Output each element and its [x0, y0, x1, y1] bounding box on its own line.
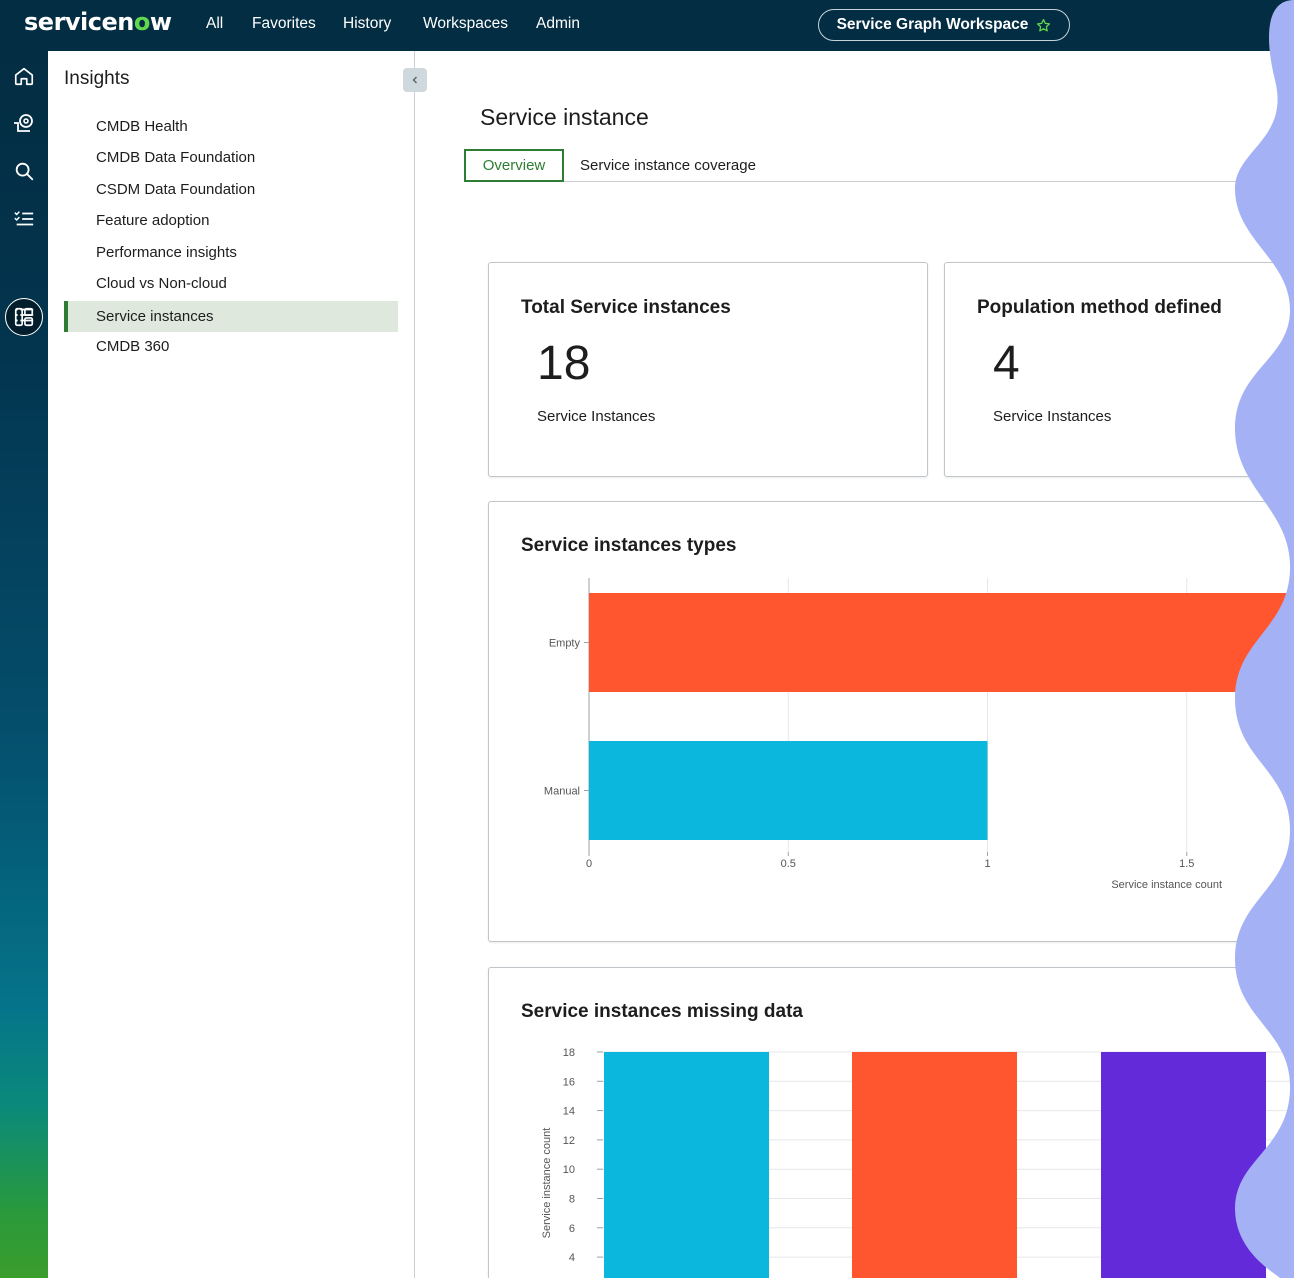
metric-title: Population method defined — [977, 297, 1222, 318]
x-tick-label: 0 — [586, 858, 592, 870]
x-tick-label: 1 — [984, 858, 990, 870]
y-axis-label: Service instance count — [541, 1128, 553, 1239]
metric-value[interactable]: 4 — [993, 337, 1020, 390]
y-tick-label: 10 — [563, 1164, 575, 1176]
metric-card-total: Total Service instances 18 Service Insta… — [488, 262, 928, 477]
y-tick-label: Manual — [544, 786, 580, 798]
nav-admin[interactable]: Admin — [536, 15, 580, 32]
nav-workspaces[interactable]: Workspaces — [423, 15, 508, 32]
home-icon[interactable] — [12, 64, 36, 88]
sidebar-item-feature-adoption[interactable]: Feature adoption — [96, 212, 210, 229]
star-icon[interactable] — [1036, 18, 1051, 33]
sidebar-item-cloud-vs-non-cloud[interactable]: Cloud vs Non-cloud — [96, 275, 227, 292]
nav-history[interactable]: History — [343, 15, 392, 32]
page-title: Service instance — [480, 104, 649, 130]
icon-rail — [0, 51, 48, 1278]
tab-overview[interactable]: Overview — [464, 149, 564, 182]
sidebar-item-performance-insights[interactable]: Performance insights — [96, 244, 237, 261]
search-icon[interactable] — [12, 159, 36, 183]
y-tick-label: 18 — [563, 1047, 575, 1059]
y-tick-label: 8 — [569, 1194, 575, 1206]
sidebar-item-csdm-data-foundation[interactable]: CSDM Data Foundation — [96, 181, 256, 198]
y-tick-label: Empty — [549, 638, 581, 650]
chevron-left-icon — [412, 76, 418, 84]
bar-empty — [589, 593, 1294, 692]
metric-title: Total Service instances — [521, 297, 731, 318]
metric-label: Service Instances — [993, 408, 1112, 425]
y-tick-label: 4 — [569, 1252, 575, 1264]
sidebar-title: Insights — [64, 68, 130, 89]
top-navigation-bar: servicenow All Favorites History Workspa… — [0, 0, 1294, 51]
chart-title: Service instances types — [521, 535, 737, 556]
nav-all[interactable]: All — [206, 15, 224, 32]
checklist-icon[interactable] — [12, 207, 36, 231]
sidebar-item-cmdb-360[interactable]: CMDB 360 — [96, 338, 170, 355]
missing-data-bar — [604, 1052, 769, 1278]
metric-label: Service Instances — [537, 408, 656, 425]
missing-data-bar — [1101, 1052, 1266, 1278]
metric-value[interactable]: 18 — [537, 337, 591, 390]
servicenow-logo[interactable]: servicenow — [24, 8, 172, 36]
x-tick-label: 1.5 — [1179, 858, 1194, 870]
insights-sidebar: Insights CMDB Health CMDB Data Foundatio… — [48, 51, 427, 1278]
bar-manual — [589, 741, 988, 840]
tabs-divider — [464, 181, 1294, 182]
y-tick-label: 6 — [569, 1223, 575, 1235]
sidebar-item-cmdb-health[interactable]: CMDB Health — [96, 118, 188, 135]
workflow-icon[interactable] — [12, 111, 36, 135]
chart-card-types: Service instances types — [488, 501, 1294, 942]
list-icon[interactable] — [12, 303, 36, 327]
nav-favorites[interactable]: Favorites — [252, 15, 316, 32]
missing-data-bar — [852, 1052, 1017, 1278]
x-tick-label: 0.5 — [781, 858, 796, 870]
chart-title: Service instances missing data — [521, 1001, 803, 1022]
tab-service-instance-coverage[interactable]: Service instance coverage — [580, 157, 756, 174]
workspace-icon[interactable] — [5, 298, 43, 336]
collapse-sidebar-button[interactable] — [403, 68, 427, 92]
x-axis-label: Service instance count — [1111, 879, 1222, 891]
y-tick-label: 12 — [563, 1135, 575, 1147]
y-tick-label: 16 — [563, 1076, 575, 1088]
workspace-title: Service Graph Workspace — [836, 16, 1029, 33]
sidebar-item-service-instances[interactable]: Service instances — [64, 301, 398, 332]
y-tick-label: 14 — [563, 1106, 575, 1118]
workspace-title-pill[interactable]: Service Graph Workspace — [818, 9, 1070, 41]
sidebar-item-cmdb-data-foundation[interactable]: CMDB Data Foundation — [96, 149, 256, 166]
